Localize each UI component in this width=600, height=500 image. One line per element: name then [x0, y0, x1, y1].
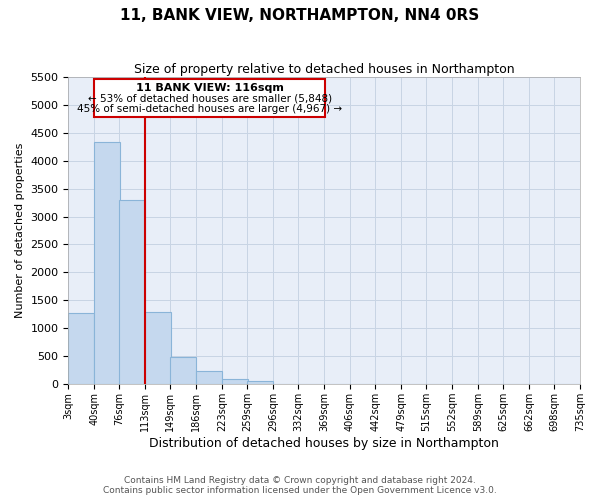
Bar [68, 314, 94, 384]
Text: 11 BANK VIEW: 116sqm: 11 BANK VIEW: 116sqm [136, 82, 284, 92]
Bar [145, 312, 171, 384]
Bar [170, 358, 196, 384]
Bar [94, 142, 120, 384]
Text: ← 53% of detached houses are smaller (5,848): ← 53% of detached houses are smaller (5,… [88, 93, 332, 103]
X-axis label: Distribution of detached houses by size in Northampton: Distribution of detached houses by size … [149, 437, 499, 450]
Y-axis label: Number of detached properties: Number of detached properties [15, 143, 25, 318]
Bar [247, 381, 273, 384]
Text: Contains HM Land Registry data © Crown copyright and database right 2024.
Contai: Contains HM Land Registry data © Crown c… [103, 476, 497, 495]
Text: 45% of semi-detached houses are larger (4,967) →: 45% of semi-detached houses are larger (… [77, 104, 342, 114]
Bar [222, 378, 248, 384]
FancyBboxPatch shape [94, 80, 325, 117]
Title: Size of property relative to detached houses in Northampton: Size of property relative to detached ho… [134, 62, 515, 76]
Bar [119, 200, 145, 384]
Bar [196, 372, 222, 384]
Text: 11, BANK VIEW, NORTHAMPTON, NN4 0RS: 11, BANK VIEW, NORTHAMPTON, NN4 0RS [121, 8, 479, 22]
